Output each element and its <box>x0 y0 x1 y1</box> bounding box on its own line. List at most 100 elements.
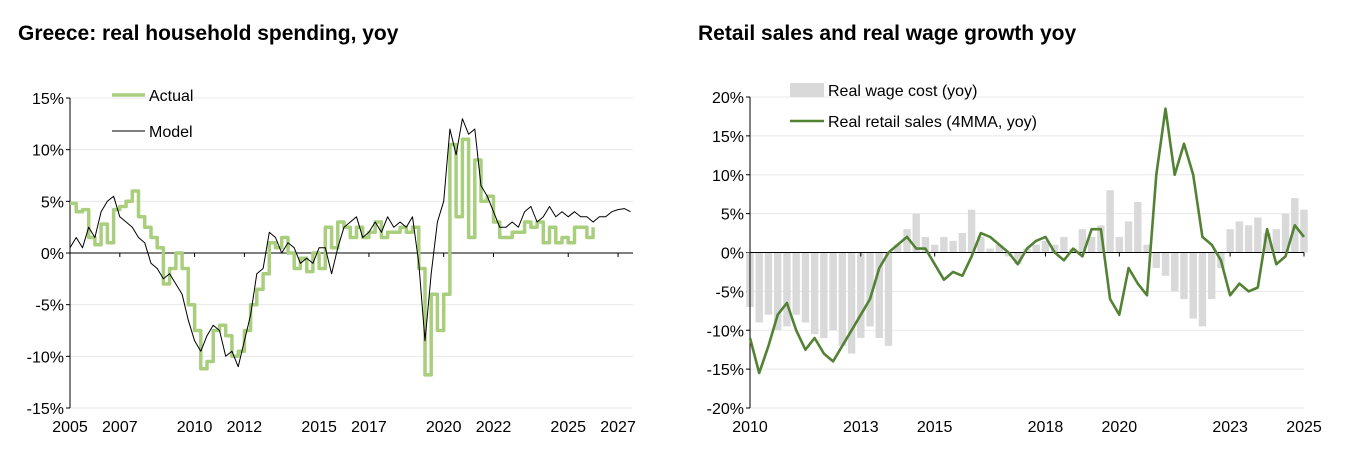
bar <box>1235 221 1244 253</box>
bar <box>875 252 883 339</box>
x-tick-label: 2023 <box>1212 419 1248 436</box>
legend-label: Actual <box>149 88 193 105</box>
bar <box>1226 229 1234 253</box>
y-tick-label: 15% <box>712 129 744 146</box>
bar <box>1060 236 1068 253</box>
bar <box>1041 240 1050 253</box>
bar <box>764 252 773 315</box>
bar <box>986 248 994 253</box>
bar <box>1300 209 1308 253</box>
bar <box>820 252 828 339</box>
bar <box>995 244 1003 253</box>
x-tick-label: 2025 <box>1286 419 1322 436</box>
bar <box>1263 233 1271 253</box>
chart-panel-left: Greece: real household spending, yoy 15%… <box>0 0 660 450</box>
bar <box>783 252 791 327</box>
legend-label: Model <box>149 124 193 141</box>
legend-label: Real retail sales (4MMA, yoy) <box>828 114 1037 131</box>
chart-right: 20% 15% 10% 5% 0% -5% -10% -15% -20%2010 2013 2015… <box>707 83 1322 436</box>
y-tick-label: -15% <box>707 362 744 379</box>
bar <box>1281 213 1290 253</box>
bar <box>838 252 847 346</box>
y-tick-label: 10% <box>32 143 64 160</box>
bar <box>810 252 819 335</box>
bar <box>967 209 976 253</box>
y-tick-label: 20% <box>712 90 744 107</box>
bar <box>894 244 902 253</box>
bar <box>857 252 865 339</box>
x-tick-label: 2015 <box>917 419 953 436</box>
bar <box>755 252 763 323</box>
bar <box>1143 244 1151 253</box>
bar <box>1189 252 1197 319</box>
bar <box>847 252 856 354</box>
bar <box>912 213 920 253</box>
bar <box>829 252 837 331</box>
bar <box>1198 252 1207 327</box>
x-tick-label: 2022 <box>476 419 512 436</box>
legend-label: Real wage cost (yoy) <box>828 83 977 100</box>
bar <box>1078 229 1087 253</box>
bar <box>903 229 911 253</box>
y-tick-label: 5% <box>41 194 64 211</box>
x-tick-label: 2027 <box>600 419 636 436</box>
bar <box>1087 236 1096 253</box>
bar <box>1272 229 1280 253</box>
bar <box>1032 244 1040 253</box>
y-tick-label: 0% <box>41 246 64 263</box>
bar <box>940 236 948 253</box>
y-tick-label: -5% <box>716 284 744 301</box>
bar <box>958 233 967 253</box>
bar <box>774 252 782 331</box>
bar <box>1134 201 1142 253</box>
y-tick-label: -15% <box>27 401 64 418</box>
bar <box>1051 244 1059 253</box>
x-tick-label: 2005 <box>52 419 88 436</box>
x-tick-label: 2018 <box>1028 419 1064 436</box>
bar <box>1254 217 1262 253</box>
x-tick-label: 2017 <box>351 419 387 436</box>
legend-swatch <box>790 83 824 97</box>
bar <box>866 252 874 327</box>
x-tick-label: 2020 <box>1102 419 1138 436</box>
y-tick-label: 15% <box>32 91 64 108</box>
bar <box>1207 252 1216 300</box>
y-tick-label: 0% <box>721 246 744 263</box>
y-tick-label: -10% <box>707 323 744 340</box>
bar <box>801 252 810 323</box>
chart-title: Retail sales and real wage growth yoy <box>698 22 1077 45</box>
y-tick-label: -20% <box>707 401 744 418</box>
bar <box>1152 252 1160 269</box>
x-tick-label: 2007 <box>102 419 138 436</box>
y-tick-label: -10% <box>27 349 64 366</box>
bar <box>884 252 893 346</box>
x-tick-label: 2010 <box>177 419 213 436</box>
series-line <box>69 118 631 368</box>
bar <box>1161 252 1170 276</box>
bar <box>1106 190 1114 253</box>
chart-title: Greece: real household spending, yoy <box>18 22 399 45</box>
x-tick-label: 2012 <box>227 419 263 436</box>
bar <box>1014 252 1022 265</box>
x-tick-label: 2013 <box>843 419 879 436</box>
y-tick-label: 10% <box>712 168 744 185</box>
y-tick-label: -5% <box>36 298 64 315</box>
bar <box>930 244 939 253</box>
x-tick-label: 2020 <box>426 419 462 436</box>
bar <box>1171 252 1179 292</box>
series-line <box>748 107 1306 375</box>
x-tick-label: 2025 <box>550 419 586 436</box>
bar <box>1180 252 1188 300</box>
bar <box>1124 221 1133 253</box>
bar <box>949 240 957 253</box>
chart-panel-right: Retail sales and real wage growth yoy 20… <box>680 0 1346 450</box>
x-tick-label: 2015 <box>301 419 337 436</box>
chart-left: 15% 10% 5% 0% -5% -10% -15%2005 2007 2010 2012 201… <box>27 88 636 436</box>
bar <box>921 236 930 253</box>
bar <box>1115 236 1124 253</box>
bar <box>977 236 985 253</box>
series-line <box>70 137 595 377</box>
bar <box>792 252 800 315</box>
bar <box>1244 225 1253 253</box>
x-tick-label: 2010 <box>732 419 768 436</box>
